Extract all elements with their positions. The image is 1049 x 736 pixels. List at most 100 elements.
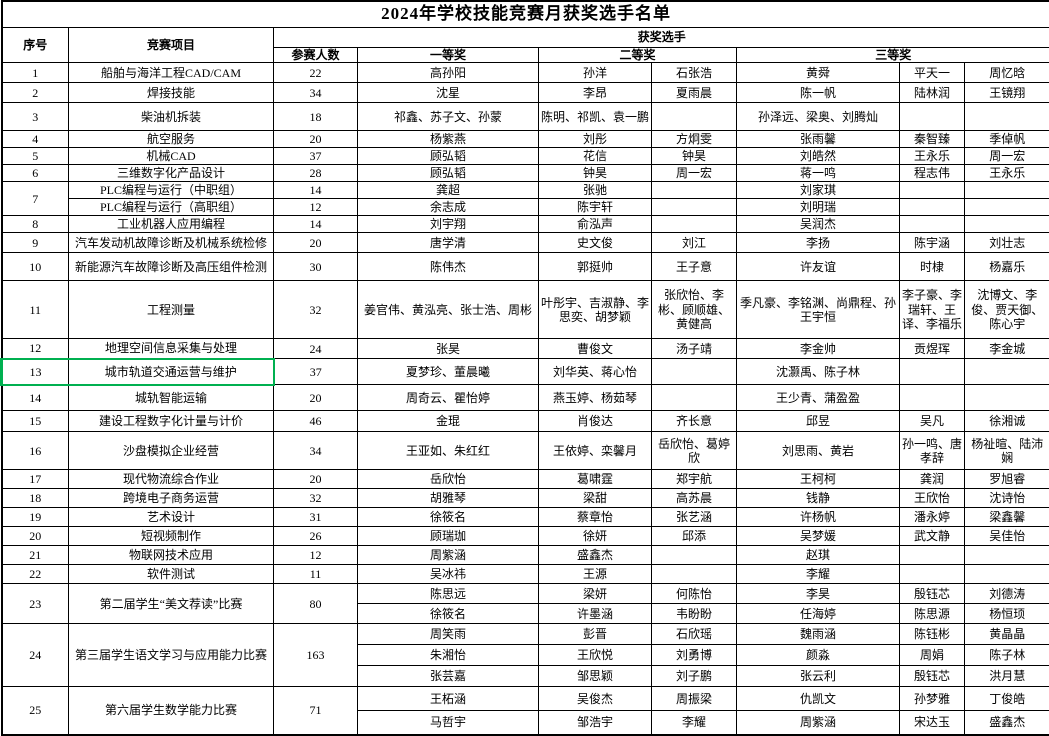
table-cell[interactable]: 梁鑫馨: [965, 508, 1049, 527]
table-cell[interactable]: 石张浩: [652, 63, 737, 83]
table-cell[interactable]: 吴凡: [900, 411, 965, 432]
table-cell[interactable]: [965, 359, 1049, 385]
table-cell[interactable]: 刘明瑞: [737, 199, 900, 216]
table-cell[interactable]: 工业机器人应用编程: [69, 216, 274, 233]
table-cell[interactable]: 周忆晗: [965, 63, 1049, 83]
table-cell[interactable]: 陈伟杰: [358, 253, 539, 281]
table-cell[interactable]: 武文静: [900, 527, 965, 546]
table-cell[interactable]: 2: [2, 83, 69, 103]
table-cell[interactable]: 24: [2, 624, 69, 687]
table-cell[interactable]: 夏雨晨: [652, 83, 737, 103]
table-cell[interactable]: 12: [274, 199, 358, 216]
table-cell[interactable]: 徐妍: [539, 527, 652, 546]
table-cell[interactable]: [965, 199, 1049, 216]
table-cell[interactable]: 13: [2, 359, 69, 385]
table-cell[interactable]: [652, 359, 737, 385]
table-cell[interactable]: PLC编程与运行（中职组）: [69, 182, 274, 199]
table-cell[interactable]: [652, 216, 737, 233]
table-cell[interactable]: 王子意: [652, 253, 737, 281]
table-cell[interactable]: 20: [274, 385, 358, 411]
table-cell[interactable]: 李耀: [652, 711, 737, 735]
table-cell[interactable]: 胡雅琴: [358, 489, 539, 508]
table-cell[interactable]: 陈思源: [900, 604, 965, 624]
table-cell[interactable]: 张驰: [539, 182, 652, 199]
table-cell[interactable]: 马哲宇: [358, 711, 539, 735]
table-cell[interactable]: 32: [274, 489, 358, 508]
table-cell[interactable]: 邱添: [652, 527, 737, 546]
table-cell[interactable]: 8: [2, 216, 69, 233]
table-cell[interactable]: 李金城: [965, 339, 1049, 359]
table-cell[interactable]: 钱静: [737, 489, 900, 508]
table-cell[interactable]: 陈子林: [965, 645, 1049, 666]
table-cell[interactable]: 汽车发动机故障诊断及机械系统检修: [69, 233, 274, 253]
table-cell[interactable]: 23: [2, 584, 69, 624]
table-cell[interactable]: 周一宏: [652, 165, 737, 182]
table-cell[interactable]: 陈思远: [358, 584, 539, 604]
table-cell[interactable]: 徐筱名: [358, 508, 539, 527]
table-cell[interactable]: 24: [274, 339, 358, 359]
table-cell[interactable]: 邱昱: [737, 411, 900, 432]
table-cell[interactable]: 163: [274, 624, 358, 687]
table-cell[interactable]: [965, 103, 1049, 131]
table-cell[interactable]: [900, 199, 965, 216]
table-cell[interactable]: 刘华英、蒋心怡: [539, 359, 652, 385]
table-cell[interactable]: 彭晋: [539, 624, 652, 645]
table-cell[interactable]: 地理空间信息采集与处理: [69, 339, 274, 359]
table-cell[interactable]: 孙洋: [539, 63, 652, 83]
table-cell[interactable]: 金琨: [358, 411, 539, 432]
table-cell[interactable]: 邹浩宇: [539, 711, 652, 735]
table-cell[interactable]: 周奇云、瞿怡婷: [358, 385, 539, 411]
table-cell[interactable]: [900, 359, 965, 385]
table-cell[interactable]: [652, 182, 737, 199]
table-cell[interactable]: 张昊: [358, 339, 539, 359]
table-cell[interactable]: [965, 182, 1049, 199]
table-cell[interactable]: [965, 546, 1049, 565]
table-cell[interactable]: 刘勇博: [652, 645, 737, 666]
table-cell[interactable]: 周娟: [900, 645, 965, 666]
table-cell[interactable]: 王镜翔: [965, 83, 1049, 103]
table-cell[interactable]: 周紫涵: [737, 711, 900, 735]
table-cell[interactable]: 34: [274, 432, 358, 470]
table-cell[interactable]: 吴俊杰: [539, 687, 652, 711]
table-cell[interactable]: 黄晶晶: [965, 624, 1049, 645]
table-cell[interactable]: 25: [2, 687, 69, 735]
table-cell[interactable]: 18: [274, 103, 358, 131]
table-cell[interactable]: 刘皓然: [737, 148, 900, 165]
table-cell[interactable]: 吴冰祎: [358, 565, 539, 584]
table-cell[interactable]: 李耀: [737, 565, 900, 584]
table-cell[interactable]: 高孙阳: [358, 63, 539, 83]
table-cell[interactable]: 第三届学生语文学习与应用能力比赛: [69, 624, 274, 687]
table-cell[interactable]: 韦盼盼: [652, 604, 737, 624]
table-cell[interactable]: 37: [274, 359, 358, 385]
table-cell[interactable]: 吴佳怡: [965, 527, 1049, 546]
table-cell[interactable]: 龚超: [358, 182, 539, 199]
table-cell[interactable]: [965, 216, 1049, 233]
table-cell[interactable]: 杨嘉乐: [965, 253, 1049, 281]
table-cell[interactable]: 季凡豪、李铭渊、尚鼎程、孙王宇恒: [737, 281, 900, 339]
table-cell[interactable]: 王少青、蒲盈盈: [737, 385, 900, 411]
table-cell[interactable]: 刘家琪: [737, 182, 900, 199]
table-cell[interactable]: 罗旭睿: [965, 470, 1049, 489]
table-cell[interactable]: 岳欣怡、葛婷欣: [652, 432, 737, 470]
table-cell[interactable]: 许友谊: [737, 253, 900, 281]
table-cell[interactable]: 沈星: [358, 83, 539, 103]
table-cell[interactable]: 第二届学生“美文荐读”比赛: [69, 584, 274, 624]
table-cell[interactable]: 王欣怡: [900, 489, 965, 508]
table-cell[interactable]: 周振梁: [652, 687, 737, 711]
table-cell[interactable]: 刘壮志: [965, 233, 1049, 253]
table-cell[interactable]: 丁俊皓: [965, 687, 1049, 711]
table-cell[interactable]: 32: [274, 281, 358, 339]
table-cell[interactable]: 石欣瑶: [652, 624, 737, 645]
table-cell[interactable]: 朱湘怡: [358, 645, 539, 666]
table-cell[interactable]: 钟昊: [539, 165, 652, 182]
table-cell[interactable]: 5: [2, 148, 69, 165]
table-cell[interactable]: 王柯柯: [737, 470, 900, 489]
table-cell[interactable]: 柴油机拆装: [69, 103, 274, 131]
table-cell[interactable]: 航空服务: [69, 131, 274, 148]
table-cell[interactable]: 30: [274, 253, 358, 281]
table-cell[interactable]: 刘宇翔: [358, 216, 539, 233]
table-cell[interactable]: 蒋一鸣: [737, 165, 900, 182]
table-cell[interactable]: 秦智臻: [900, 131, 965, 148]
table-cell[interactable]: 仇凯文: [737, 687, 900, 711]
table-cell[interactable]: 李扬: [737, 233, 900, 253]
